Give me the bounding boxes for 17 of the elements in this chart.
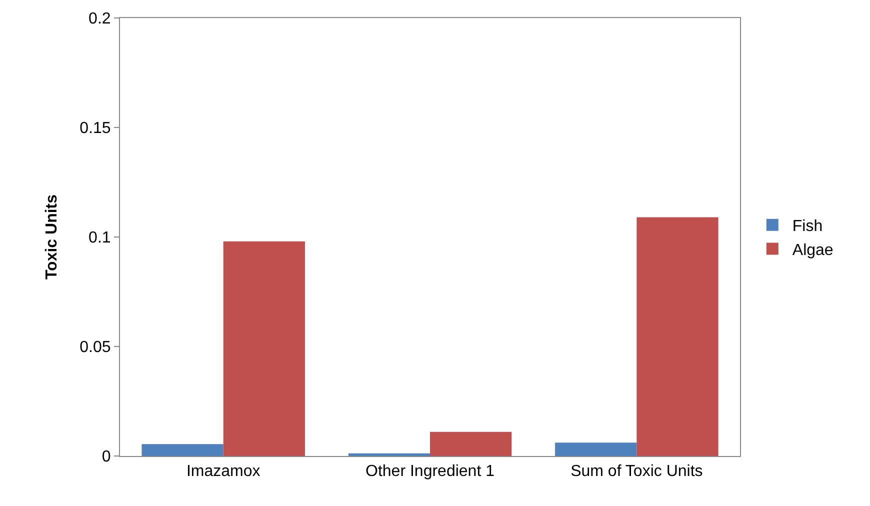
legend-label: Algae	[792, 242, 834, 259]
bar	[636, 217, 718, 456]
x-tick-label: Imazamox	[186, 463, 260, 480]
bar	[223, 241, 305, 456]
bar	[430, 432, 512, 456]
bar	[348, 453, 430, 456]
y-tick-label: 0.15	[80, 120, 111, 138]
y-tick-label: 0.1	[88, 230, 111, 247]
x-tick-label: Other Ingredient 1	[366, 463, 495, 480]
bar	[555, 442, 637, 456]
x-tick-label: Sum of Toxic Units	[570, 463, 703, 480]
y-tick-label: 0.2	[88, 10, 111, 28]
y-tick-label: 0.05	[80, 339, 111, 356]
bar	[142, 444, 224, 456]
y-tick-label: 0	[102, 448, 111, 466]
legend-label: Fish	[792, 218, 823, 236]
y-axis-title: Toxic Units	[44, 194, 61, 280]
